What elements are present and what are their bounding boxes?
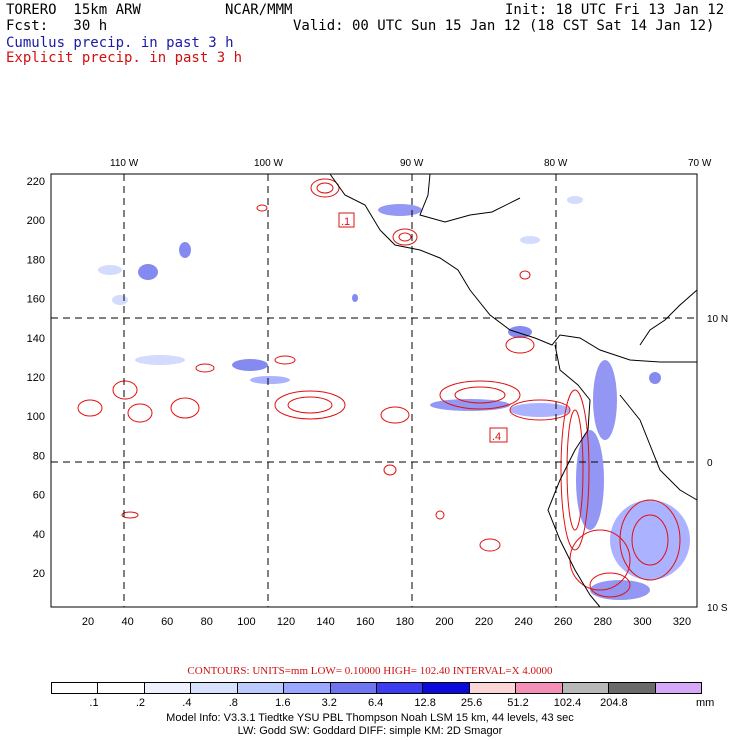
legend-swatch bbox=[376, 682, 424, 694]
legend-swatch bbox=[190, 682, 238, 694]
legend-swatch bbox=[143, 682, 192, 694]
lon-label: 90 W bbox=[400, 158, 424, 169]
y-tick-label: 140 bbox=[27, 333, 45, 345]
lon-label: 80 W bbox=[544, 158, 568, 169]
x-tick-label: 40 bbox=[121, 616, 133, 628]
y-tick-label: 220 bbox=[27, 176, 45, 188]
forecast-hour: Fcst: 30 h bbox=[6, 18, 108, 34]
legend-label: .1 bbox=[89, 697, 99, 709]
x-tick-label: 140 bbox=[316, 616, 334, 628]
map-frame bbox=[50, 173, 698, 608]
legend-swatch bbox=[97, 682, 145, 694]
legend-label: 1.6 bbox=[275, 697, 291, 709]
lat-label: 0 bbox=[707, 458, 713, 469]
model-info: Model Info: V3.3.1 Tiedtke YSU PBL Thomp… bbox=[166, 712, 574, 724]
legend-swatch bbox=[329, 682, 377, 694]
legend-label: 3.2 bbox=[321, 697, 337, 709]
explicit-precip-label: Explicit precip. in past 3 h bbox=[6, 50, 243, 66]
legend-swatch bbox=[51, 682, 99, 694]
lat-label: 10 S bbox=[707, 603, 728, 614]
right-lat-labels: 10 N 0 10 S bbox=[707, 314, 728, 614]
y-tick-label: 40 bbox=[33, 529, 45, 541]
y-tick-label: 80 bbox=[33, 450, 45, 462]
legend-swatch bbox=[608, 682, 656, 694]
legend-label: 6.4 bbox=[368, 697, 384, 709]
x-tick-label: 20 bbox=[82, 616, 94, 628]
contours-info: CONTOURS: UNITS=mm LOW= 0.10000 HIGH= 10… bbox=[187, 665, 553, 677]
init-time: Init: 18 UTC Fri 13 Jan 12 bbox=[505, 2, 725, 18]
legend-swatch bbox=[283, 682, 331, 694]
x-tick-label: 100 bbox=[237, 616, 255, 628]
y-tick-label: 120 bbox=[27, 372, 45, 384]
valid-time: Valid: 00 UTC Sun 15 Jan 12 (18 CST Sat … bbox=[293, 18, 715, 34]
coastlines bbox=[329, 173, 698, 608]
x-tick-label: 60 bbox=[161, 616, 173, 628]
legend-label: 12.8 bbox=[414, 697, 436, 709]
legend-label: 102.4 bbox=[553, 697, 582, 709]
contour-label-1: .1 bbox=[341, 216, 350, 228]
lat-label: 10 N bbox=[707, 314, 728, 325]
y-tick-label: 60 bbox=[33, 490, 45, 502]
legend-unit: mm bbox=[696, 697, 715, 709]
legend-label: 204.8 bbox=[600, 697, 628, 709]
x-tick-label: 80 bbox=[201, 616, 213, 628]
y-tick-label: 160 bbox=[27, 294, 45, 306]
legend-swatch bbox=[468, 682, 517, 694]
y-tick-label: 100 bbox=[27, 411, 45, 423]
x-tick-label: 160 bbox=[356, 616, 374, 628]
y-tick-label: 20 bbox=[33, 568, 45, 580]
legend-swatch bbox=[422, 682, 470, 694]
x-tick-label: 280 bbox=[594, 616, 612, 628]
contour-label-2: .4 bbox=[492, 431, 501, 443]
y-tick-label: 180 bbox=[27, 254, 45, 266]
top-lon-labels: 110 W 100 W 90 W 80 W 70 W bbox=[110, 158, 712, 169]
org-label: NCAR/MMM bbox=[225, 2, 293, 18]
x-tick-label: 320 bbox=[673, 616, 691, 628]
legend-label: .2 bbox=[135, 697, 146, 709]
x-tick-label: 240 bbox=[514, 616, 532, 628]
lon-label: 110 W bbox=[110, 158, 139, 169]
x-tick-label: 180 bbox=[396, 616, 414, 628]
legend-swatch bbox=[515, 682, 563, 694]
model-info-physics: LW: Godd SW: Goddard DIFF: simple KM: 2D… bbox=[237, 725, 503, 737]
legend-swatch bbox=[561, 682, 610, 694]
legend-label: .4 bbox=[182, 697, 192, 709]
legend-swatch bbox=[654, 682, 702, 694]
legend-swatch bbox=[236, 682, 285, 694]
x-tick-labels: 20 40 60 80 100 120 140 160 180 200 220 240 260 280 30… bbox=[82, 616, 691, 628]
x-tick-label: 200 bbox=[435, 616, 453, 628]
x-tick-label: 220 bbox=[475, 616, 493, 628]
graticule bbox=[51, 174, 697, 607]
x-tick-label: 300 bbox=[633, 616, 651, 628]
legend-label: .8 bbox=[228, 697, 238, 709]
cumulus-precip-label: Cumulus precip. in past 3 h bbox=[6, 35, 234, 51]
legend-label: 51.2 bbox=[507, 697, 529, 709]
map-labels: .1 .4 bbox=[338, 212, 508, 443]
lon-label: 100 W bbox=[254, 158, 283, 169]
y-tick-label: 200 bbox=[27, 215, 45, 227]
x-tick-label: 120 bbox=[277, 616, 295, 628]
lon-label: 70 W bbox=[688, 158, 712, 169]
y-tick-labels: 220 200 180 160 140 120 100 80 60 40 20 bbox=[27, 176, 45, 580]
x-tick-label: 260 bbox=[554, 616, 572, 628]
legend-label: 25.6 bbox=[460, 697, 483, 709]
model-title: TORERO 15km ARW bbox=[6, 2, 141, 18]
